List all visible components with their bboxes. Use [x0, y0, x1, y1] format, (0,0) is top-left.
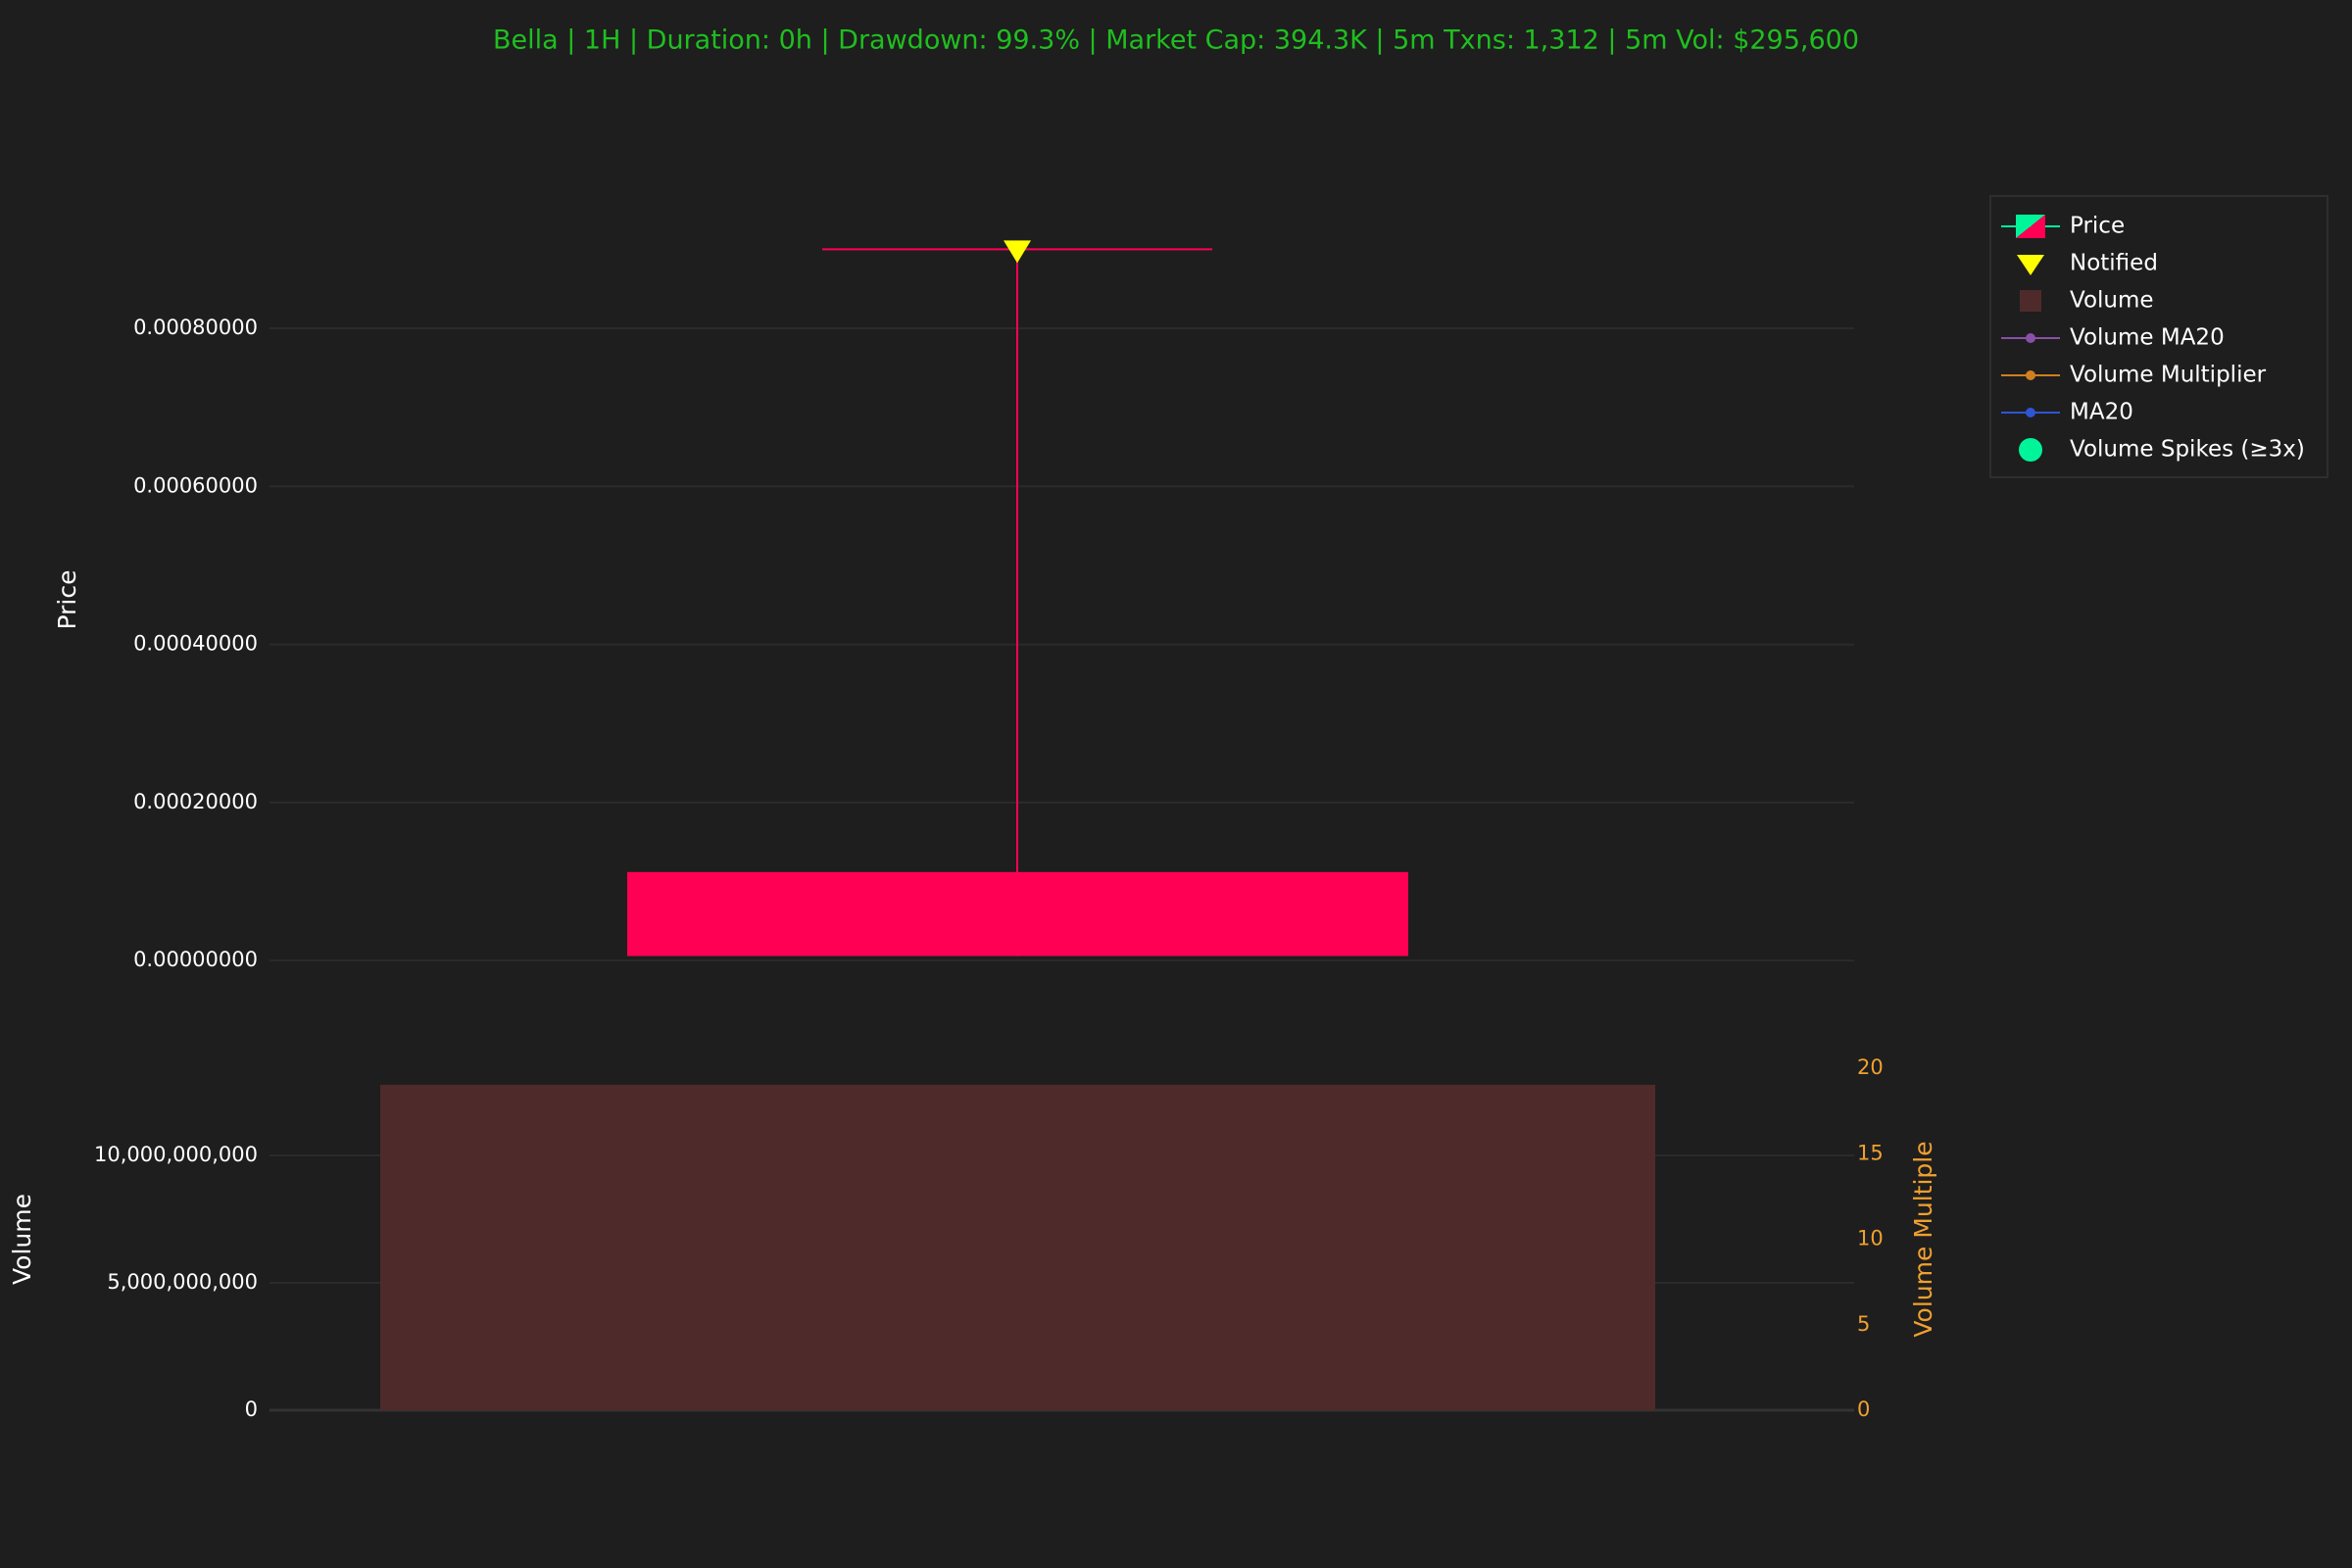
y-axis-label: Price — [53, 570, 81, 630]
legend-symbol — [2019, 438, 2042, 462]
y-tick-label: 5,000,000,000 — [107, 1270, 258, 1294]
y-tick-label: 0.00020000 — [133, 790, 258, 813]
legend-symbol — [2026, 408, 2035, 417]
y-tick-label: 10,000,000,000 — [94, 1143, 258, 1166]
y2-tick-label: 20 — [1857, 1055, 1884, 1079]
y-tick-label: 0.00080000 — [133, 316, 258, 339]
legend-symbol — [2020, 290, 2041, 312]
y2-tick-label: 5 — [1857, 1312, 1870, 1336]
chart-title: Bella | 1H | Duration: 0h | Drawdown: 99… — [493, 25, 1859, 56]
y-axis-label: Volume — [8, 1194, 36, 1285]
legend-label: Price — [2070, 214, 2125, 239]
legend-label: Volume Spikes (≥3x) — [2070, 437, 2305, 463]
y-tick-label: 0.00000000 — [133, 948, 258, 971]
volume-bar — [380, 1084, 1655, 1410]
candle-body — [627, 871, 1408, 956]
notified-marker — [1004, 240, 1031, 264]
legend-symbol — [2026, 370, 2035, 380]
y2-tick-label: 0 — [1857, 1397, 1870, 1421]
y2-tick-label: 10 — [1857, 1227, 1884, 1250]
y2-axis-label: Volume Multiple — [1909, 1141, 1937, 1337]
legend-symbol — [2026, 333, 2035, 343]
legend-label: Notified — [2070, 251, 2158, 276]
legend-label: Volume MA20 — [2070, 325, 2225, 351]
legend-label: Volume — [2070, 288, 2154, 314]
y-tick-label: 0.00060000 — [133, 473, 258, 497]
y-tick-label: 0.00040000 — [133, 632, 258, 656]
legend-box — [1989, 195, 2328, 478]
legend-label: MA20 — [2070, 400, 2133, 425]
legend-symbol — [2017, 255, 2044, 275]
legend-label: Volume Multiplier — [2070, 363, 2267, 388]
y-tick-label: 0 — [245, 1397, 258, 1421]
y2-tick-label: 15 — [1857, 1141, 1884, 1164]
legend-symbol — [2016, 215, 2045, 238]
